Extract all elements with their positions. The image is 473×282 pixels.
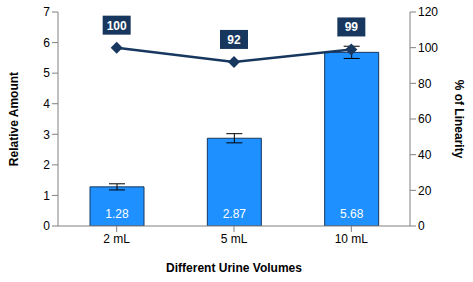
svg-text:Relative Amount: Relative Amount [8,72,21,166]
svg-text:10 mL: 10 mL [335,232,369,246]
svg-text:7: 7 [43,5,50,19]
svg-text:92: 92 [227,33,241,47]
svg-text:1: 1 [43,189,50,203]
svg-text:60: 60 [418,112,432,126]
svg-text:% of Linearity: % of Linearity [452,80,465,159]
svg-text:2: 2 [43,158,50,172]
svg-text:Different Urine Volumes: Different Urine Volumes [166,261,302,275]
svg-text:5 mL: 5 mL [221,232,248,246]
svg-text:2 mL: 2 mL [103,232,130,246]
svg-text:6: 6 [43,36,50,50]
svg-text:20: 20 [418,184,432,198]
svg-text:100: 100 [107,19,127,33]
svg-text:40: 40 [418,148,432,162]
svg-text:99: 99 [345,20,359,34]
svg-text:120: 120 [418,5,438,19]
svg-text:5.68: 5.68 [340,207,364,221]
svg-text:5: 5 [43,66,50,80]
svg-text:100: 100 [418,41,438,55]
svg-text:2.87: 2.87 [223,207,247,221]
svg-text:0: 0 [43,219,50,233]
svg-text:1.28: 1.28 [105,207,129,221]
svg-text:80: 80 [418,77,432,91]
svg-text:4: 4 [43,97,50,111]
svg-text:3: 3 [43,128,50,142]
svg-text:0: 0 [418,219,425,233]
